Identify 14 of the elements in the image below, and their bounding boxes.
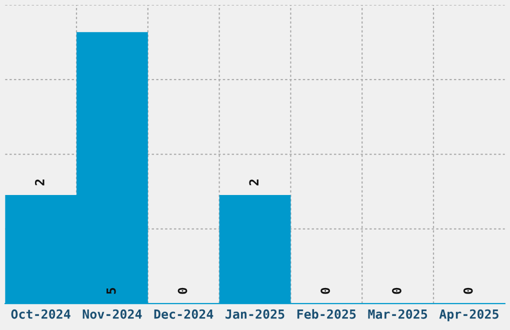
x-tick-label: Apr-2025	[439, 309, 498, 322]
x-tick-label: Mar-2025	[368, 309, 428, 319]
data-label: 0	[463, 288, 473, 294]
x-tick-label: Dec-2024	[154, 309, 214, 319]
data-label: 0	[392, 288, 402, 294]
x-tick-label: Oct-2024	[11, 309, 70, 319]
data-label: 2	[34, 180, 44, 186]
data-label: 2	[249, 180, 258, 186]
x-tick-label: Nov-2024	[82, 309, 142, 319]
data-label: 0	[178, 288, 188, 294]
data-label: 0	[320, 288, 330, 294]
data-label: 5	[106, 288, 116, 294]
x-tick-label: Feb-2025	[297, 309, 356, 319]
x-tick-label: Jan-2025	[226, 309, 284, 319]
